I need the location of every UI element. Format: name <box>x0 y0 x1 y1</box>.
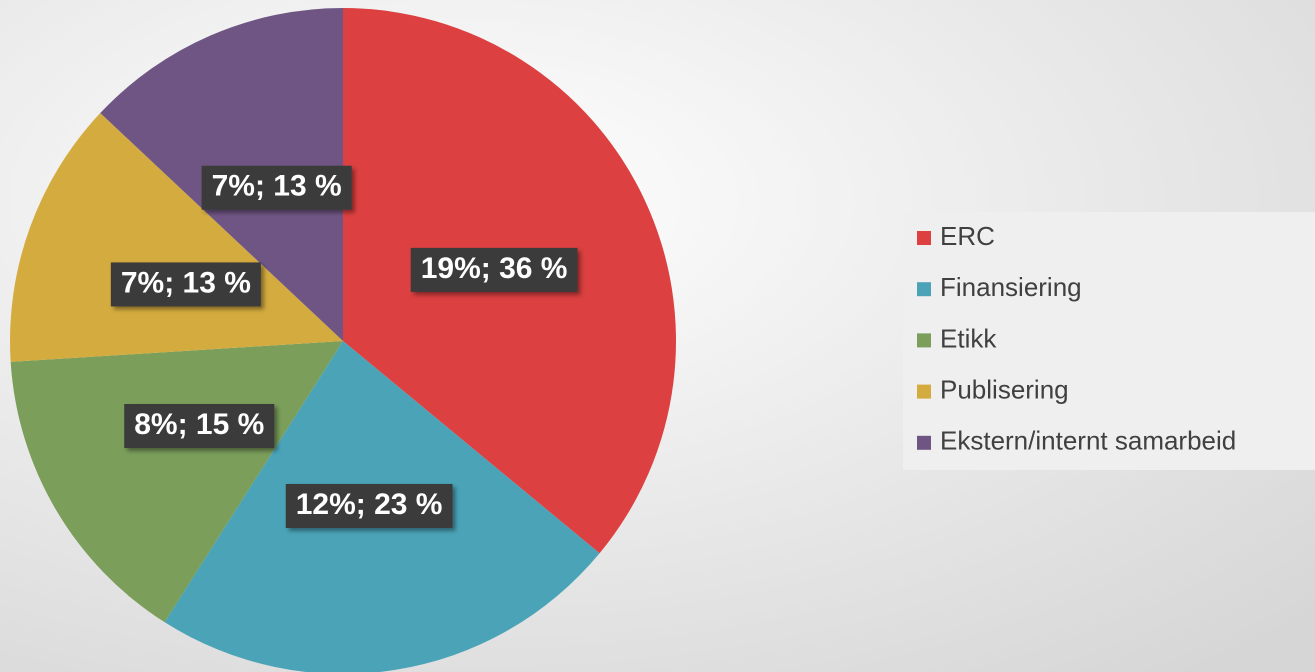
legend-box <box>903 212 1315 470</box>
legend-label: Publisering <box>940 374 1069 404</box>
data-label: 12%; 23 % <box>296 488 443 521</box>
legend-swatch <box>917 384 931 399</box>
data-label-box <box>110 262 261 307</box>
legend-swatch <box>917 231 931 245</box>
data-label-box <box>124 404 275 449</box>
legend-label: ERC <box>940 221 995 251</box>
data-label: 8%; 15 % <box>134 408 264 441</box>
legend-label: Etikk <box>940 323 997 353</box>
legend-label: Ekstern/internt samarbeid <box>940 426 1236 456</box>
data-label: 19%; 36 % <box>421 252 568 285</box>
data-label-box <box>285 483 453 528</box>
legend-swatch <box>917 282 931 297</box>
data-label-box <box>410 247 578 292</box>
legend-swatch <box>917 435 931 450</box>
legend-label: Finansiering <box>940 272 1082 302</box>
legend-swatch <box>917 333 931 348</box>
data-label-box <box>201 165 352 210</box>
data-label: 7%; 13 % <box>121 266 251 299</box>
data-label: 7%; 13 % <box>212 170 342 203</box>
